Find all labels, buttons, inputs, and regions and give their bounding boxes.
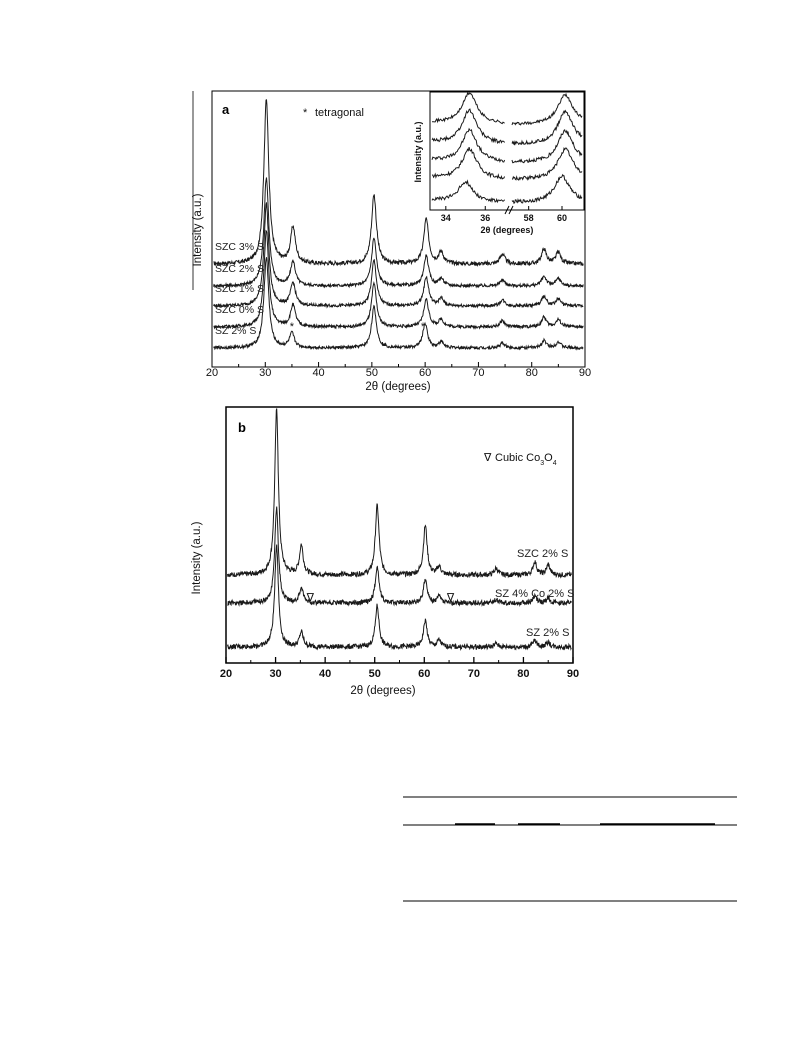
x-tick-label: 60 bbox=[418, 668, 430, 680]
series-label-sz-2-s: SZ 2% S bbox=[526, 627, 569, 639]
panel-a-letter: a bbox=[222, 102, 230, 117]
inset-axis-break bbox=[504, 205, 514, 215]
panel-a-series bbox=[213, 99, 584, 351]
x-tick-label: 70 bbox=[472, 367, 484, 379]
panel-a-inset: 34 36 58 60 Intensity (a.u.) 2θ (degrees) bbox=[413, 91, 585, 235]
cubic-co3o4-marker: ∇ bbox=[306, 592, 315, 604]
inset-right-szc-0-s bbox=[511, 146, 583, 181]
inset-right-sz-2-s bbox=[511, 173, 583, 205]
panel-b-letter: b bbox=[238, 420, 246, 435]
cubic-legend: ∇ Cubic Co3O4 bbox=[483, 452, 557, 467]
x-tick-label: 90 bbox=[567, 668, 579, 680]
inset-right-szc-3-s bbox=[511, 92, 583, 126]
panel-a-x-axis: 20 30 40 50 60 70 80 90 bbox=[206, 362, 591, 379]
panel-a-xlabel: 2θ (degrees) bbox=[365, 381, 430, 393]
tetragonal-legend-text: tetragonal bbox=[315, 107, 364, 119]
series-label-sz-4-co-2-s: SZ 4% Co 2% S bbox=[495, 588, 574, 600]
inset-left-szc-3-s bbox=[431, 92, 505, 125]
x-tick-label: 20 bbox=[206, 367, 218, 379]
tetragonal-marker: * bbox=[421, 321, 426, 333]
cubic-co3o4-marker: ∇ bbox=[446, 592, 455, 604]
series-sz-2-s bbox=[213, 257, 584, 351]
panel-b-x-axis: 20 30 40 50 60 70 80 90 bbox=[220, 657, 579, 680]
series-szc-1-s bbox=[213, 202, 584, 309]
panel-b: b ∇ Cubic Co3O4 Intensity (a.u.) 2θ (deg… bbox=[191, 406, 579, 697]
series-sz-4-co-2-s bbox=[227, 506, 572, 607]
x-tick-label: 50 bbox=[366, 367, 378, 379]
series-label-szc-0-s: SZC 0% S bbox=[215, 304, 264, 316]
cubic-legend-marker: ∇ bbox=[483, 452, 492, 464]
panel-a-ylabel: Intensity (a.u.) bbox=[192, 193, 204, 266]
series-szc-3-s bbox=[213, 99, 584, 268]
table-rules bbox=[403, 796, 737, 902]
series-sz-2-s bbox=[227, 544, 572, 652]
inset-right-szc-2-s bbox=[511, 109, 583, 146]
x-tick-label: 40 bbox=[319, 668, 331, 680]
x-tick-label: 50 bbox=[369, 668, 381, 680]
inset-left-szc-1-s bbox=[431, 127, 506, 163]
panel-a-series-labels: SZC 3% S SZC 2% S SZC 1% S SZC 0% S SZ 2% S *… bbox=[215, 241, 426, 337]
x-tick-label: 30 bbox=[269, 668, 281, 680]
panel-b-ylabel: Intensity (a.u.) bbox=[191, 521, 203, 594]
series-label-szc-1-s: SZC 1% S bbox=[215, 283, 264, 295]
series-label-szc-2-s: SZC 2% S bbox=[215, 263, 264, 275]
inset-ylabel: Intensity (a.u.) bbox=[413, 121, 423, 182]
inset-x-tick-label: 36 bbox=[480, 213, 490, 223]
inset-left-szc-2-s bbox=[431, 108, 506, 145]
inset-x-tick-label: 60 bbox=[557, 213, 567, 223]
panel-b-series bbox=[227, 408, 572, 652]
series-szc-0-s bbox=[213, 229, 584, 330]
inset-x-tick-label: 58 bbox=[524, 213, 534, 223]
inset-series bbox=[431, 92, 583, 205]
inset-left-sz-2-s bbox=[431, 179, 506, 204]
series-label-szc-2-s: SZC 2% S bbox=[517, 548, 568, 560]
tetragonal-marker: * bbox=[290, 321, 295, 333]
tetragonal-legend-marker: * bbox=[303, 107, 308, 119]
inset-left-szc-0-s bbox=[431, 146, 506, 180]
series-label-szc-3-s: SZC 3% S bbox=[215, 241, 264, 253]
series-szc-2-s bbox=[213, 177, 584, 289]
inset-x-axis: 34 36 58 60 bbox=[441, 206, 567, 223]
panel-a: a * tetragonal Intensity (a.u.) 2θ (degr… bbox=[192, 90, 591, 393]
panel-b-xlabel: 2θ (degrees) bbox=[350, 685, 415, 697]
inset-frame bbox=[429, 91, 585, 211]
x-tick-label: 60 bbox=[419, 367, 431, 379]
x-tick-label: 70 bbox=[468, 668, 480, 680]
inset-x-tick-label: 34 bbox=[441, 213, 451, 223]
cubic-legend-text: Cubic Co3O4 bbox=[495, 452, 557, 467]
series-label-sz-2-s: SZ 2% S bbox=[215, 325, 256, 337]
inset-right-szc-1-s bbox=[511, 129, 583, 164]
x-tick-label: 90 bbox=[579, 367, 591, 379]
x-tick-label: 80 bbox=[517, 668, 529, 680]
panel-b-series-labels: SZC 2% S SZ 4% Co 2% S SZ 2% S ∇ ∇ bbox=[306, 548, 575, 639]
x-tick-label: 20 bbox=[220, 668, 232, 680]
x-tick-label: 30 bbox=[259, 367, 271, 379]
series-szc-2-s bbox=[227, 408, 572, 579]
x-tick-label: 80 bbox=[526, 367, 538, 379]
x-tick-label: 40 bbox=[312, 367, 324, 379]
inset-xlabel: 2θ (degrees) bbox=[481, 225, 534, 235]
